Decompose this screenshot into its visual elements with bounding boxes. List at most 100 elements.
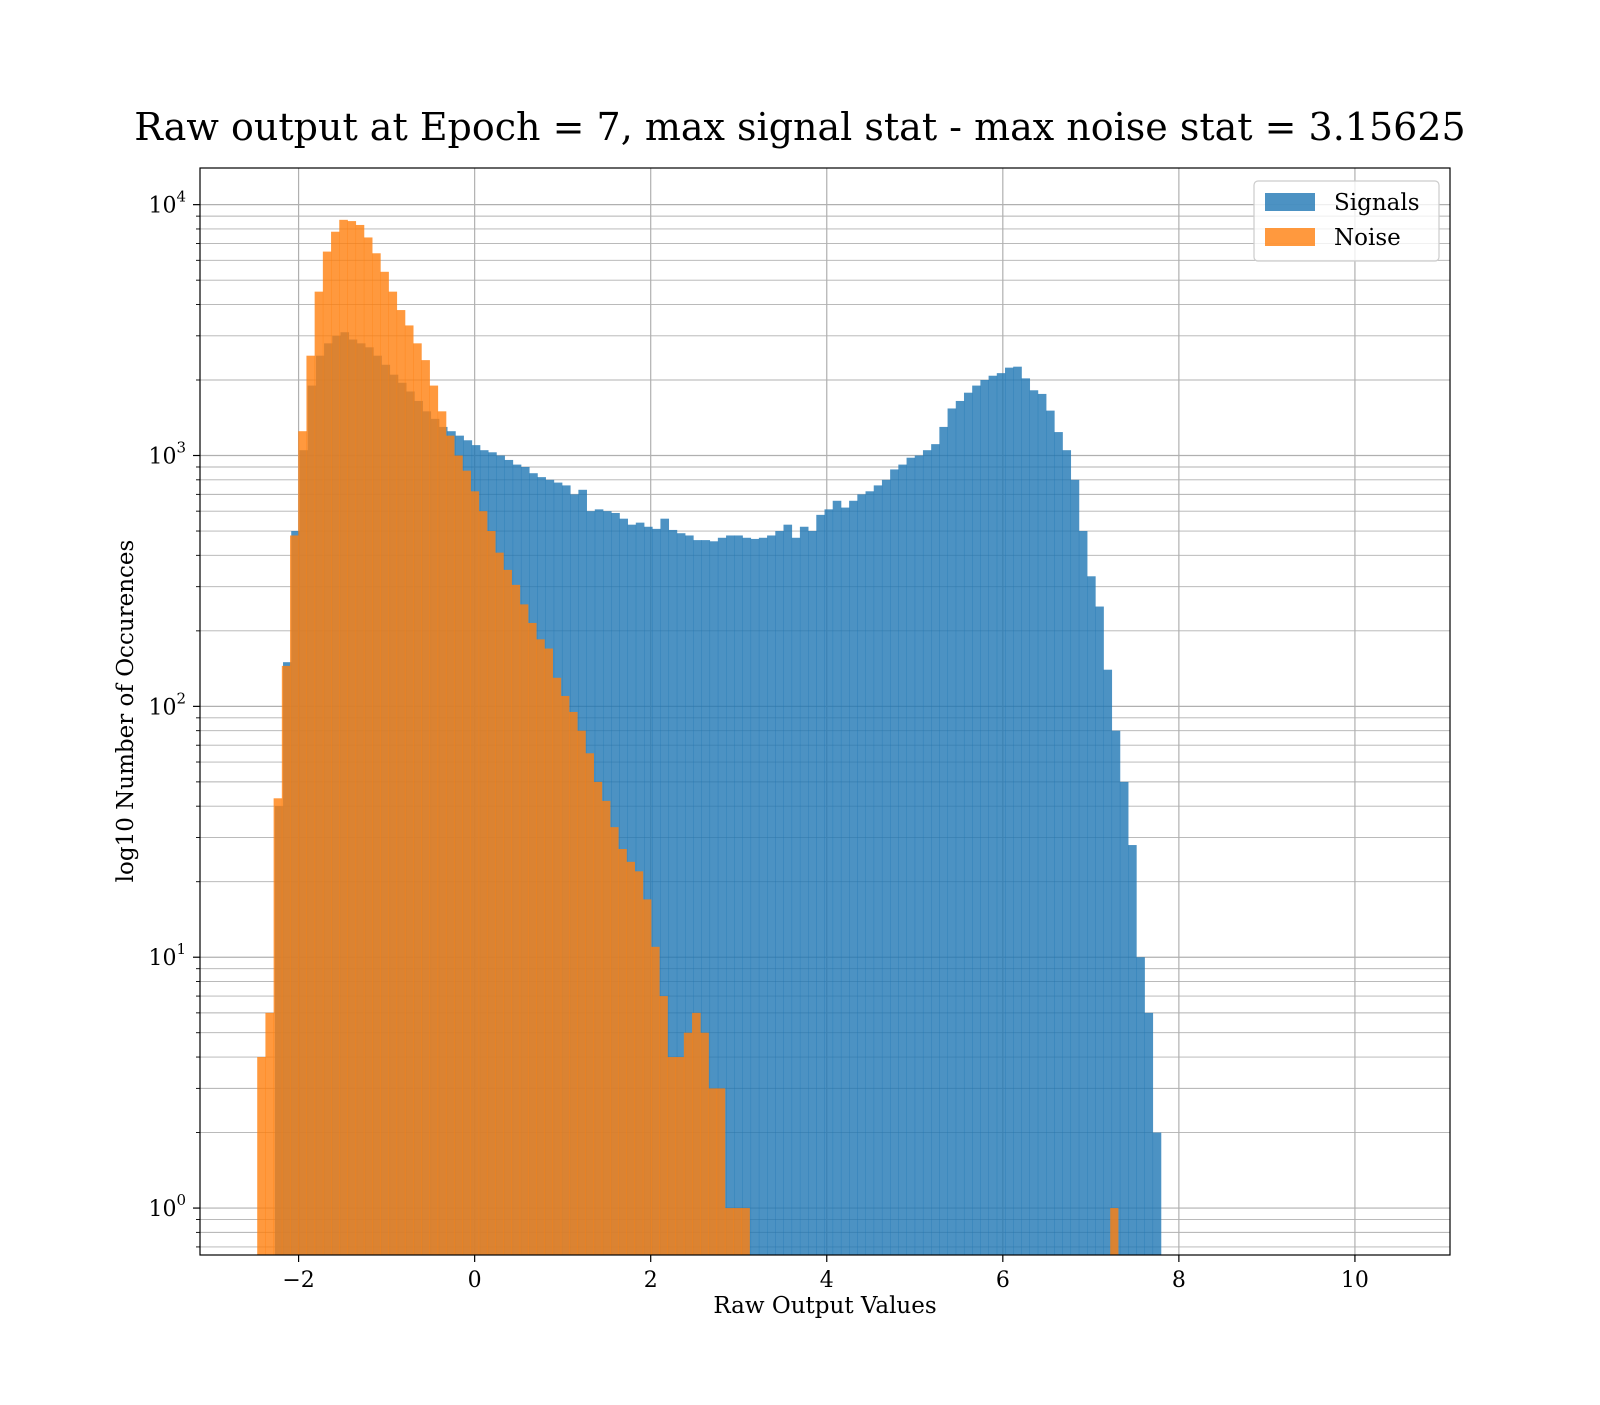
bar-signals <box>685 535 694 1255</box>
bar-signals <box>898 464 907 1255</box>
bar-noise <box>610 827 619 1255</box>
bar-signals <box>701 540 711 1255</box>
bar-signals <box>1029 390 1039 1255</box>
bar-noise <box>339 219 348 1256</box>
bar-signals <box>881 479 891 1256</box>
bar-signals <box>1136 957 1145 1255</box>
bar-noise <box>470 491 480 1256</box>
bar-signals <box>873 485 883 1255</box>
bar-noise <box>281 665 291 1255</box>
series-noise <box>257 219 750 1256</box>
bar-noise <box>306 355 316 1255</box>
bar-noise <box>372 253 381 1256</box>
bar-noise <box>314 291 324 1255</box>
bar-signals <box>1095 606 1104 1255</box>
bar-noise <box>396 310 406 1255</box>
bar-signals <box>717 537 727 1255</box>
bar-noise <box>290 535 299 1255</box>
x-tick-label: 0 <box>468 1268 482 1293</box>
bar-noise <box>388 291 398 1255</box>
bar-signals <box>1005 367 1014 1255</box>
bar-signals <box>1078 531 1088 1255</box>
bar-noise <box>257 1057 266 1255</box>
bar-noise <box>675 1057 685 1255</box>
bar-signals <box>775 531 784 1255</box>
bar-noise-isolated <box>1110 1208 1119 1255</box>
bar-noise <box>486 531 496 1255</box>
x-tick-label: 4 <box>820 1268 834 1293</box>
bar-signals <box>799 526 809 1255</box>
bar-signals <box>652 528 661 1255</box>
bar-signals <box>922 450 932 1255</box>
bar-signals <box>1152 1132 1162 1255</box>
bar-signals <box>865 491 875 1256</box>
x-tick-label: −2 <box>282 1268 314 1293</box>
bar-noise <box>495 552 504 1255</box>
bar-noise <box>560 695 570 1255</box>
bar-noise <box>445 435 455 1255</box>
bar-noise <box>683 1032 693 1255</box>
bar-noise <box>429 385 439 1255</box>
bar-signals <box>709 541 719 1255</box>
bar-signals <box>660 518 670 1255</box>
bar-signals <box>693 540 702 1255</box>
bar-signals <box>734 535 743 1255</box>
legend-label-noise: Noise <box>1334 225 1401 251</box>
y-tick-label: 104 <box>148 188 186 219</box>
bar-noise <box>544 648 553 1255</box>
bar-signals <box>783 524 793 1255</box>
bar-signals <box>890 469 899 1255</box>
bar-noise <box>298 431 307 1255</box>
bar-signals <box>767 535 776 1255</box>
bar-noise <box>462 470 471 1255</box>
bar-signals <box>808 531 817 1255</box>
bar-noise <box>552 677 562 1255</box>
y-tick-label: 103 <box>148 439 186 470</box>
bar-noise <box>601 800 611 1255</box>
bar-noise <box>577 730 586 1255</box>
bar-signals <box>816 514 825 1255</box>
bar-noise <box>380 271 389 1255</box>
bar-signals <box>939 426 948 1255</box>
bar-signals <box>644 526 653 1255</box>
bar-noise <box>568 711 578 1255</box>
bar-noise <box>733 1208 742 1255</box>
bar-noise <box>741 1208 750 1255</box>
x-tick-label: 10 <box>1341 1268 1369 1293</box>
bar-signals <box>996 373 1006 1256</box>
legend-swatch-noise <box>1265 228 1315 246</box>
bar-signals <box>1062 450 1072 1255</box>
bar-noise <box>585 753 594 1255</box>
bar-signals <box>980 379 989 1256</box>
bar-signals <box>1144 1012 1154 1255</box>
bar-noise <box>716 1088 726 1255</box>
bar-noise <box>355 224 365 1255</box>
bar-noise <box>478 511 488 1255</box>
bar-signals <box>791 537 801 1255</box>
bar-noise <box>273 798 283 1255</box>
bar-signals <box>1037 393 1047 1255</box>
bar-noise <box>700 1032 709 1255</box>
bar-signals <box>972 385 981 1255</box>
bar-signals <box>1013 366 1022 1255</box>
bar-noise <box>331 231 340 1256</box>
bar-noise <box>421 360 430 1255</box>
bar-noise <box>413 343 422 1255</box>
bar-noise <box>724 1208 734 1255</box>
bar-signals <box>849 500 858 1256</box>
bar-signals <box>1054 432 1063 1255</box>
x-tick-label: 2 <box>644 1268 658 1293</box>
bars-layer <box>257 219 1162 1256</box>
bar-noise <box>347 221 357 1256</box>
bar-signals <box>840 507 850 1255</box>
bar-signals <box>1021 378 1031 1255</box>
bar-noise <box>593 781 603 1255</box>
y-axis-label: log10 Number of Occurences <box>113 540 139 883</box>
bar-signals <box>750 538 760 1255</box>
bar-signals <box>906 457 916 1255</box>
ticks-layer: −2 0 2 4 6 8 10 100 101 102 103 104 <box>148 188 1368 1293</box>
bar-noise <box>404 325 414 1255</box>
bar-signals <box>726 535 735 1255</box>
bar-signals <box>676 533 686 1255</box>
